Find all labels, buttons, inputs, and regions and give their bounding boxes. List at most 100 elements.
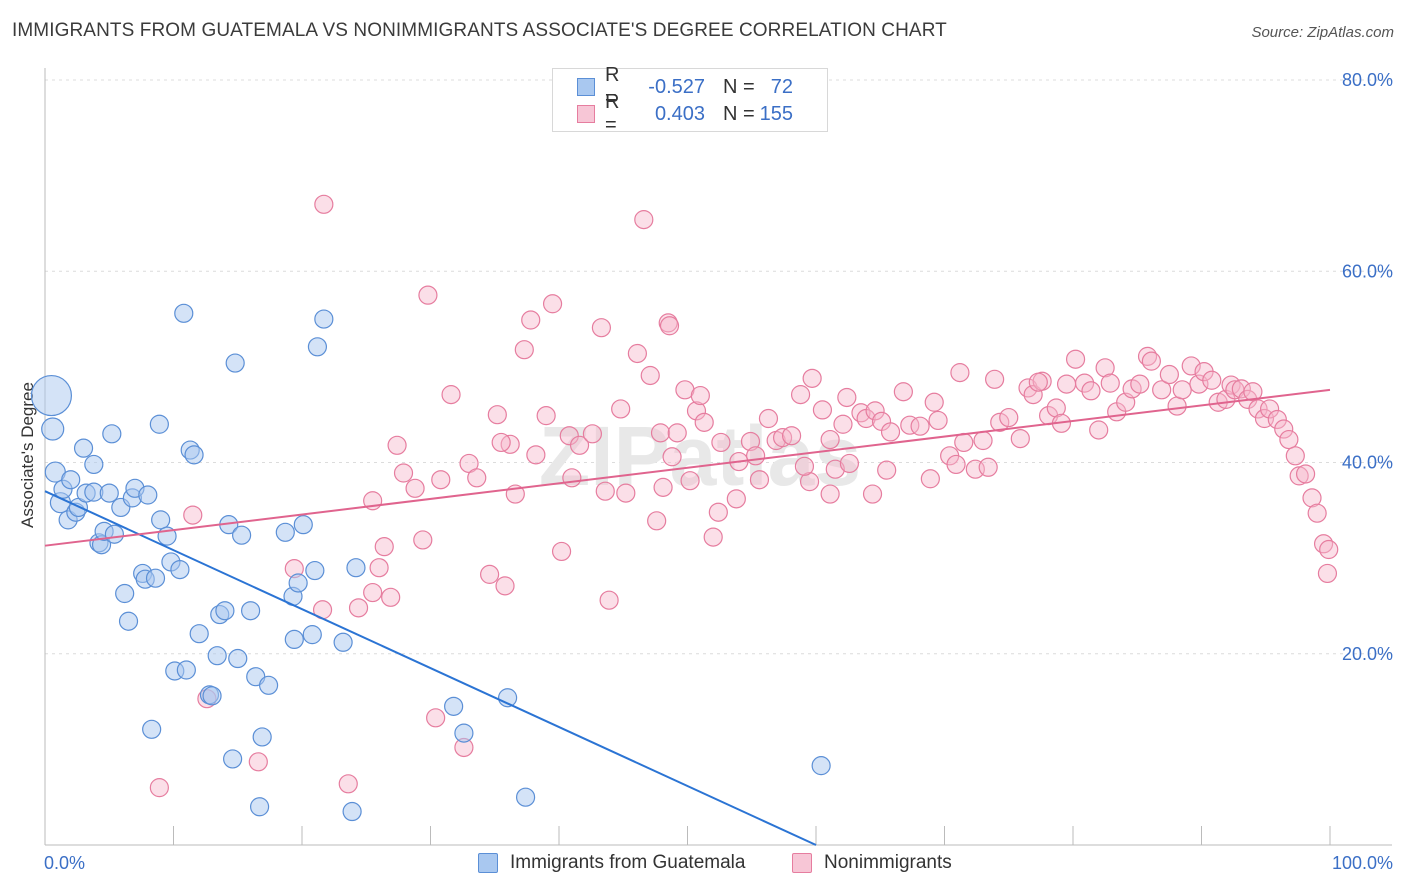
y-tick-label: 60.0%: [1342, 261, 1393, 281]
nonimmigrant-point: [820, 484, 840, 504]
r-label: R =: [605, 64, 620, 109]
nonimmigrant-point: [746, 446, 766, 466]
guatemala-point: [138, 485, 158, 505]
correlation-legend: R = -0.527 N = 72 R = 0.403 N = 155: [552, 64, 828, 136]
guatemala-point: [249, 797, 270, 817]
guatemala-point: [342, 801, 362, 822]
nonimmigrant-point: [990, 412, 1010, 432]
y-tick-label: 80.0%: [1342, 70, 1393, 90]
nonimmigrant-point: [910, 416, 930, 436]
guatemala-point: [241, 601, 261, 621]
r-value: 0.403: [654, 102, 705, 125]
nonimmigrant-point: [920, 469, 940, 489]
guatemala-point: [142, 719, 162, 739]
nonimmigrant-point: [1023, 385, 1043, 405]
guatemala-point: [346, 558, 366, 578]
nonimmigrant-point: [851, 403, 871, 423]
nonimmigrant-point: [924, 392, 944, 412]
nonimmigrant-point: [1100, 373, 1120, 393]
nonimmigrant-point: [799, 472, 820, 492]
guatemala-trend-line: [44, 490, 817, 846]
guatemala-point: [102, 424, 122, 444]
nonimmigrant-point: [985, 369, 1005, 389]
nonimmigrant-point: [616, 483, 636, 503]
r-label: R =: [605, 91, 620, 136]
nonimmigrant-point: [999, 407, 1019, 428]
legend-row-nonimmigrants: R = 0.403 N = 155: [577, 91, 793, 136]
nonimmigrant-point: [690, 385, 710, 406]
nonimmigrant-point: [413, 530, 433, 550]
blue-swatch: [478, 853, 498, 873]
nonimmigrant-point: [1313, 534, 1334, 554]
nonimmigrant-point: [374, 537, 394, 557]
n-value: 72: [770, 75, 793, 98]
nonimmigrant-point: [314, 194, 334, 214]
nonimmigrant-point: [694, 412, 714, 432]
nonimmigrant-point: [1028, 372, 1048, 392]
nonimmigrant-point: [426, 708, 446, 728]
guatemala-point: [284, 629, 304, 650]
guatemala-point: [223, 749, 243, 769]
nonimmigrant-point: [893, 382, 913, 402]
nonimmigrant-point: [820, 429, 840, 450]
nonimmigrant-point: [880, 422, 901, 442]
nonimmigrant-point: [640, 365, 660, 386]
nonimmigrant-point: [491, 432, 511, 453]
nonimmigrant-point: [521, 310, 541, 330]
guatemala-point: [207, 646, 227, 666]
nonimmigrant-point: [381, 587, 401, 607]
nonimmigrant-point: [758, 408, 779, 429]
nonimmigrant-point: [1130, 374, 1150, 394]
nonimmigrant-point: [526, 445, 546, 465]
nonimmigrant-point: [662, 447, 682, 467]
nonimmigrant-point: [650, 423, 671, 443]
nonimmigrant-point: [183, 505, 203, 525]
trend-lines: [44, 388, 1331, 846]
x-tick-labels: 0.0% 100.0%: [44, 853, 1393, 873]
nonimmigrant-point: [839, 453, 860, 474]
nonimmigrant-point: [1056, 374, 1077, 394]
guatemala-point: [176, 660, 196, 680]
guatemala-point: [515, 787, 536, 807]
nonimmigrant-point: [740, 431, 761, 452]
nonimmigrant-point: [248, 752, 268, 772]
nonimmigrant-point: [1274, 419, 1294, 439]
nonimmigrant-point: [418, 285, 438, 305]
n-label: N =: [723, 102, 755, 125]
legend-row-guatemala: R = -0.527 N = 72: [577, 64, 793, 109]
guatemala-point: [258, 675, 279, 695]
guatemala-point: [118, 611, 139, 631]
nonimmigrant-point: [703, 527, 723, 547]
guatemala-point: [189, 624, 209, 644]
nonimmigrant-point: [825, 459, 845, 479]
guatemala-point: [288, 573, 308, 593]
nonimmigrant-point: [1010, 428, 1030, 449]
nonimmigrant-point: [790, 385, 811, 405]
nonimmigrant-point: [1141, 351, 1161, 371]
nonimmigrant-point: [978, 457, 998, 477]
legend-item-guatemala: Immigrants from Guatemala: [478, 852, 745, 874]
nonimmigrant-point: [1231, 379, 1251, 399]
nonimmigrant-point: [1065, 349, 1086, 369]
guatemala-point: [444, 696, 464, 716]
guatemala-point: [174, 303, 194, 323]
nonimmigrant-point: [595, 481, 615, 501]
nonimmigrant-point: [726, 489, 746, 509]
r-value: -0.527: [648, 75, 705, 98]
nonimmigrant-point: [659, 316, 680, 336]
nonimmigrant-point: [363, 582, 383, 603]
nonimmigrant-point: [611, 399, 631, 419]
nonimmigrant-point: [812, 400, 833, 420]
nonimmigrant-point: [562, 468, 582, 488]
nonimmigrant-point: [1243, 382, 1263, 402]
nonimmigrant-point: [1285, 446, 1305, 466]
guatemala-point: [454, 723, 474, 743]
y-tick-label: 20.0%: [1342, 644, 1393, 664]
x-tick-label: 100.0%: [1332, 853, 1393, 873]
nonimmigrant-point: [627, 343, 647, 364]
guatemala-point: [252, 727, 272, 747]
guatemala-point: [151, 510, 171, 530]
nonimmigrant-point: [837, 387, 857, 408]
nonimmigrant-point: [599, 590, 619, 610]
